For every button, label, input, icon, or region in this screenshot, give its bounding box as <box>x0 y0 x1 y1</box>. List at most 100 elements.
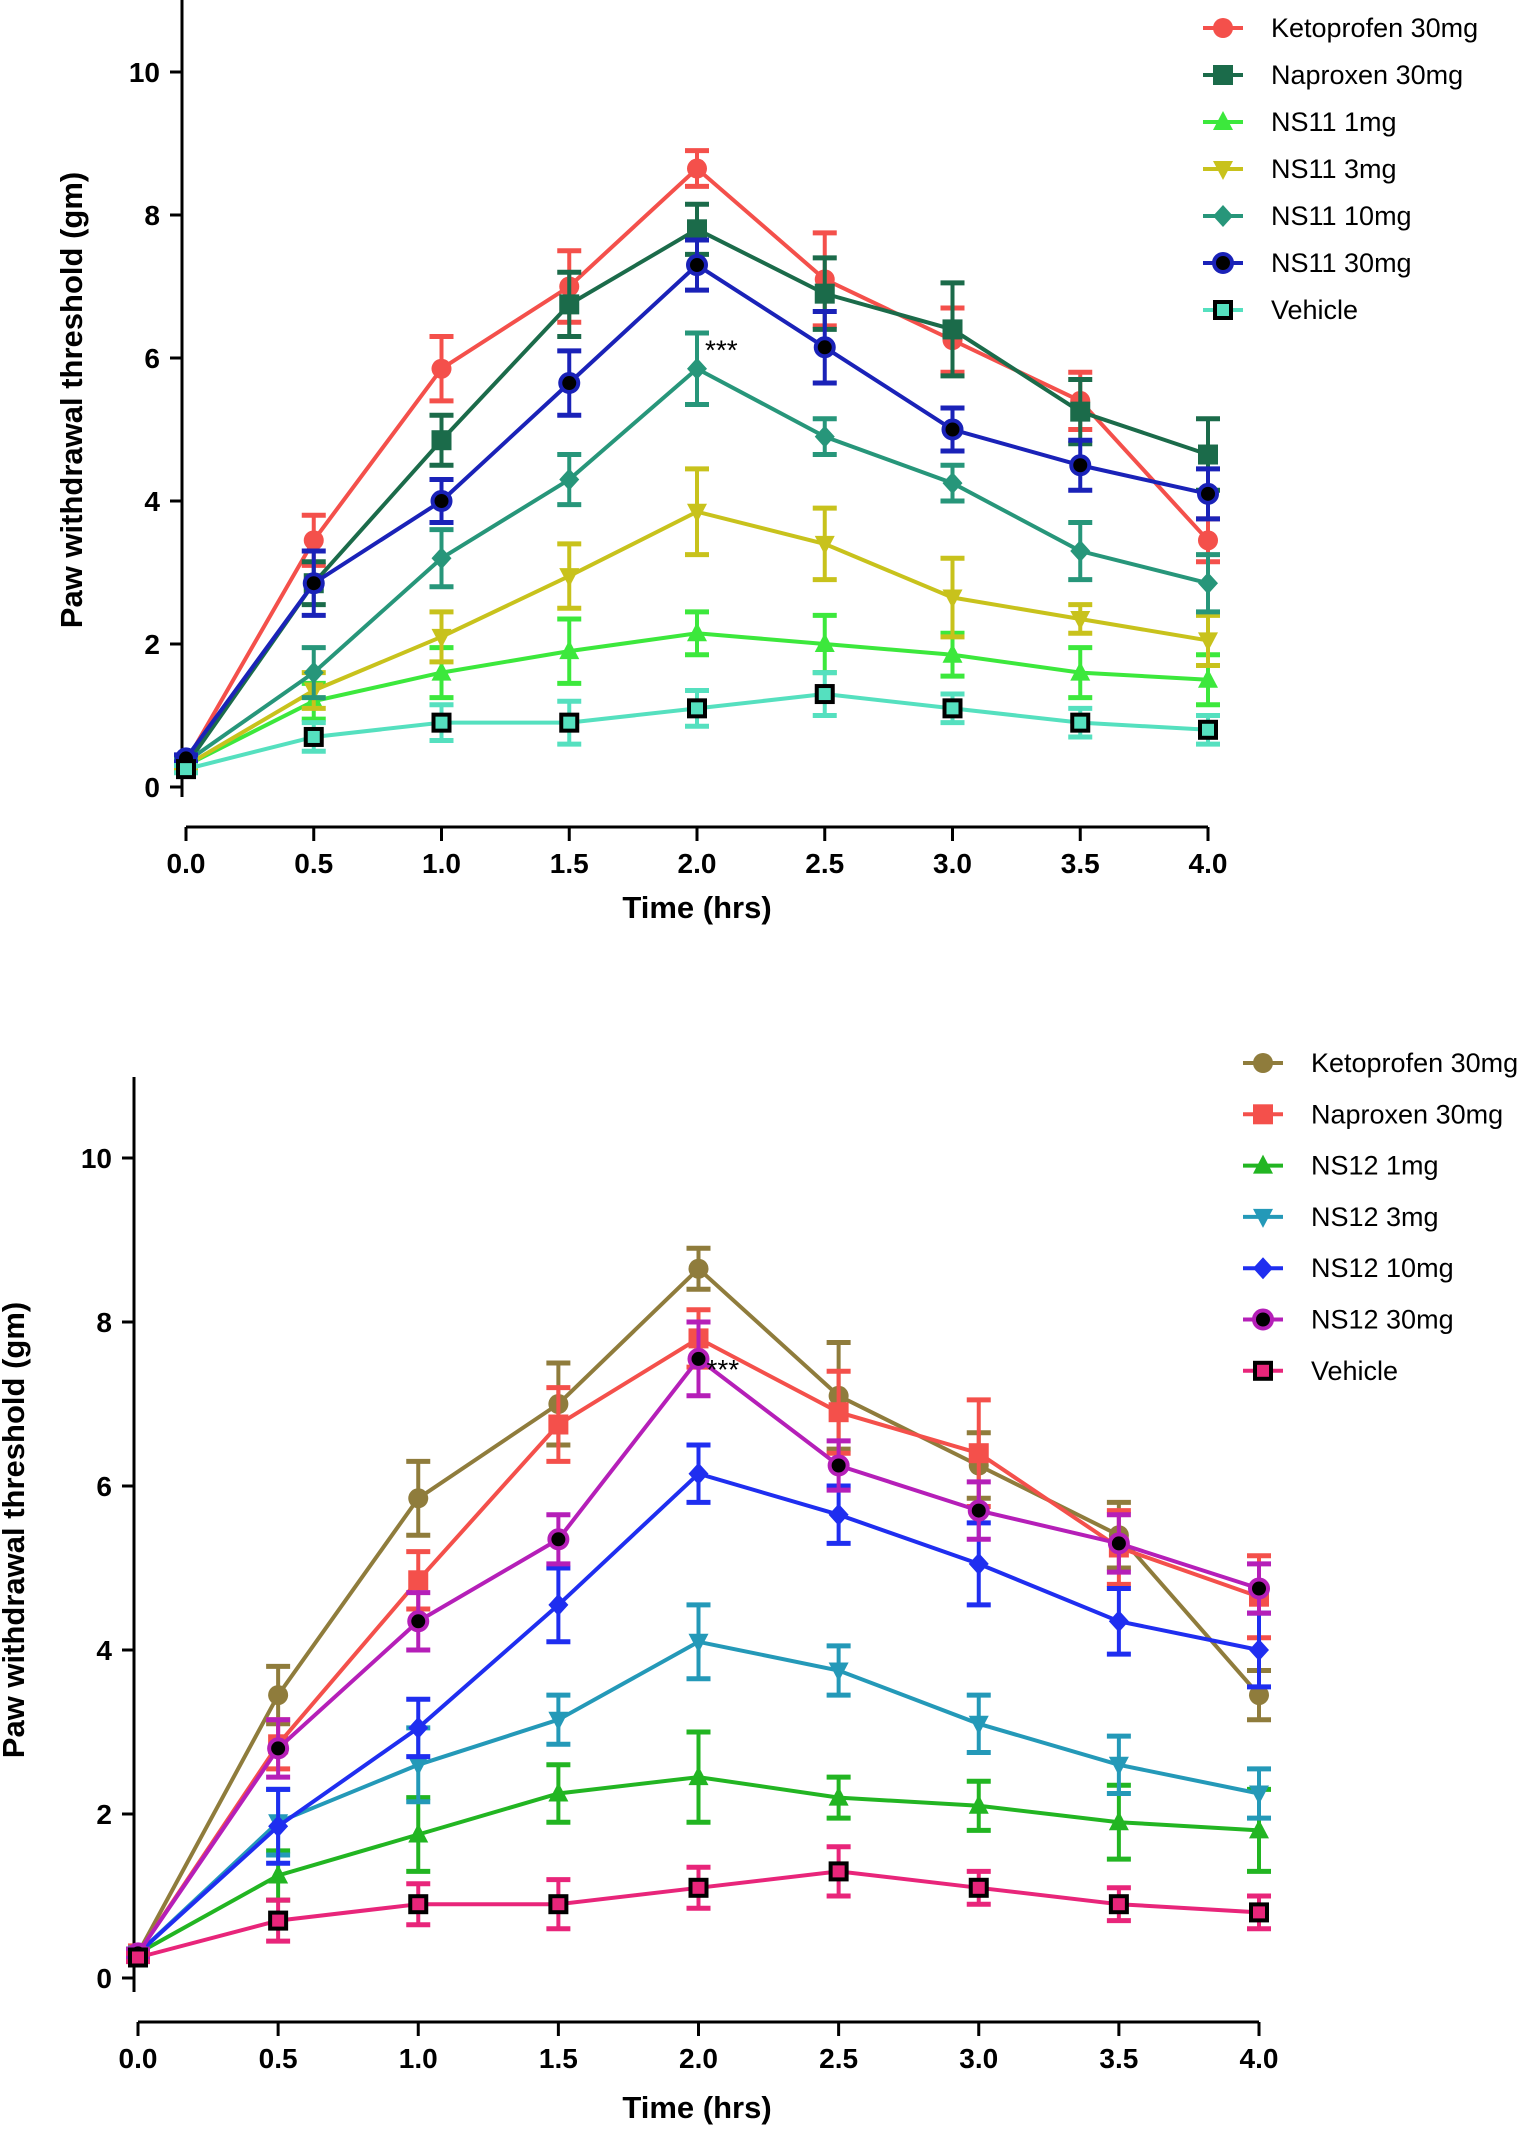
data-point <box>687 698 707 719</box>
data-point <box>968 1443 989 1464</box>
y-tick-label: 4 <box>96 1635 112 1666</box>
data-point <box>303 530 324 551</box>
data-point <box>1198 444 1218 465</box>
data-point <box>1197 482 1219 505</box>
x-tick-label: 4.0 <box>1189 848 1228 879</box>
chart-ns11: 0 2 4 6 8 10 0.0 0.5 1.0 1.5 2.0 2.5 3.0 3.5 4.0 Time (… <box>54 0 1478 925</box>
data-point <box>430 490 453 512</box>
legend-item-naproxen-30mg: Naproxen 30mg <box>1203 60 1463 90</box>
data-point <box>548 1593 569 1616</box>
data-point <box>1249 1819 1269 1839</box>
data-point <box>176 759 196 780</box>
data-point <box>547 1528 570 1551</box>
data-point <box>408 1716 429 1739</box>
y-tick-label: 8 <box>144 200 160 231</box>
data-point <box>559 712 580 733</box>
data-point <box>814 283 835 304</box>
legend-label: NS12 3mg <box>1311 1202 1439 1232</box>
data-point <box>548 1711 569 1731</box>
data-point <box>688 1258 709 1279</box>
legend-item-vehicle: Vehicle <box>1203 295 1358 325</box>
data-point <box>828 1861 849 1882</box>
data-point <box>1070 610 1091 630</box>
data-point <box>828 1662 849 1682</box>
legend-label: Naproxen 30mg <box>1271 60 1463 90</box>
data-point <box>1248 1577 1270 1600</box>
data-point <box>1249 1785 1269 1805</box>
data-point <box>828 1402 849 1423</box>
data-point <box>558 372 581 395</box>
y-axis-label: Paw withdrawal threshold (gm) <box>0 1302 31 1758</box>
data-point <box>408 1570 429 1591</box>
data-point <box>1198 572 1218 595</box>
x-tick-label: 0.0 <box>119 2043 158 2074</box>
data-point <box>1198 632 1218 652</box>
legend-marker <box>1213 65 1233 85</box>
legend-item-ns11-3mg: NS11 3mg <box>1203 154 1397 184</box>
data-point <box>1070 540 1091 563</box>
legend-marker <box>1213 300 1233 320</box>
legend-item-naproxen-30mg: Naproxen 30mg <box>1243 1099 1503 1129</box>
data-point <box>431 712 452 733</box>
data-point <box>128 1947 148 1968</box>
data-point <box>407 1610 430 1633</box>
data-point <box>968 1794 989 1814</box>
legend-label: NS12 30mg <box>1311 1305 1454 1335</box>
y-axis-label: Paw withdrawal threshold (gm) <box>54 172 89 628</box>
data-point <box>1249 1902 1269 1923</box>
legend-item-ketoprofen-30mg: Ketoprofen 30mg <box>1203 13 1478 43</box>
legend-item-ns11-1mg: NS11 1mg <box>1203 107 1397 137</box>
data-point <box>268 1685 289 1706</box>
data-point <box>688 1877 709 1898</box>
chart-ns12: 0 2 4 6 8 10 0.0 0.5 1.0 1.5 2.0 2.5 3.0 3.5 4.0 Time (… <box>0 1048 1518 2125</box>
legend-marker <box>1253 1154 1273 1174</box>
x-tick-label: 4.0 <box>1240 2043 1279 2074</box>
legend-label: Ketoprofen 30mg <box>1271 13 1478 43</box>
legend-item-ns12-3mg: NS12 3mg <box>1243 1202 1439 1232</box>
x-tick-label: 2.0 <box>678 848 717 879</box>
data-point <box>431 628 452 648</box>
y-tick-label: 6 <box>144 343 160 374</box>
data-point <box>968 1552 989 1575</box>
legend-label: Vehicle <box>1311 1356 1398 1386</box>
legend-marker <box>1253 1053 1273 1073</box>
data-point <box>268 1910 289 1931</box>
x-tick-label: 0.0 <box>167 848 206 879</box>
x-tick-label: 2.5 <box>819 2043 858 2074</box>
legend-item-ns12-10mg: NS12 10mg <box>1243 1253 1454 1283</box>
y-tick-label: 10 <box>129 57 160 88</box>
data-point <box>1069 454 1092 477</box>
legend-item-ns11-30mg: NS11 30mg <box>1203 248 1412 278</box>
data-point <box>1198 668 1218 688</box>
data-point <box>408 1823 429 1843</box>
data-point <box>687 622 707 642</box>
data-point <box>303 661 324 684</box>
legend-item-ns11-10mg: NS11 10mg <box>1203 201 1412 231</box>
data-point <box>1198 530 1218 551</box>
data-point <box>687 219 707 240</box>
legend-marker <box>1253 1208 1273 1228</box>
data-point <box>814 425 835 448</box>
x-tick-label: 3.5 <box>1061 848 1100 879</box>
series-naproxen-30mg <box>174 201 1220 776</box>
x-axis-label: Time (hrs) <box>622 890 771 925</box>
legend-marker <box>1253 1104 1273 1125</box>
y-tick-label: 8 <box>96 1307 112 1338</box>
y-tick-label: 0 <box>144 772 160 803</box>
data-point <box>1249 1685 1269 1706</box>
legend-label: NS12 1mg <box>1311 1151 1439 1181</box>
data-point <box>1108 1894 1129 1915</box>
significance-annotation: *** <box>707 1354 740 1385</box>
data-point <box>302 572 325 595</box>
data-point <box>408 1488 429 1509</box>
x-tick-label: 1.5 <box>539 2043 578 2074</box>
data-point <box>814 684 835 705</box>
data-point <box>548 1894 569 1915</box>
x-axis-label: Time (hrs) <box>622 2090 771 2125</box>
legend-marker <box>1253 1360 1273 1381</box>
data-point <box>828 1503 849 1526</box>
axes: 0 2 4 6 8 10 0.0 0.5 1.0 1.5 2.0 2.5 3.0 3.5 4.0 <box>81 1077 1279 2074</box>
x-tick-label: 3.0 <box>959 2043 998 2074</box>
data-point <box>268 1815 289 1838</box>
